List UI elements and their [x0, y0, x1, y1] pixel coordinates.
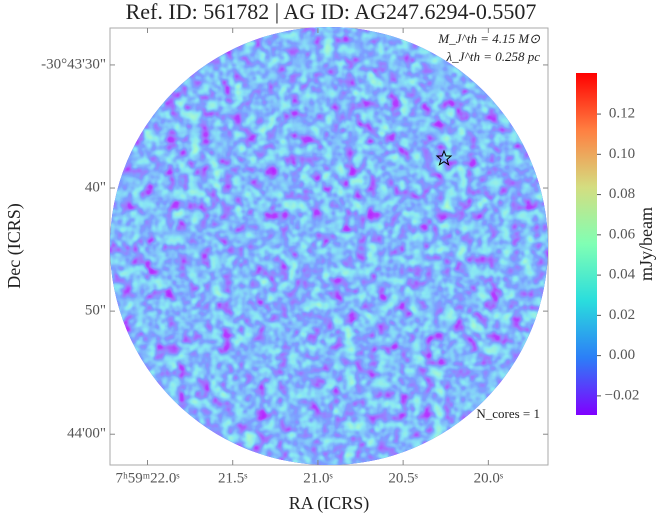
colorbar-tick-label: 0.02 — [609, 307, 635, 323]
x-tick-label: 7ʰ59ᵐ22.0ˢ — [115, 470, 179, 486]
y-tick-label: 40" — [85, 179, 106, 195]
annotation: N_cores = 1 — [476, 406, 540, 421]
colorbar-tick-label: −0.02 — [605, 387, 640, 403]
colorbar — [576, 73, 597, 415]
chart-title: Ref. ID: 561782 | AG ID: AG247.6294-0.55… — [126, 0, 537, 24]
map-image — [110, 27, 548, 465]
x-tick-label: 20.5ˢ — [388, 470, 417, 486]
y-axis-label: Dec (ICRS) — [4, 203, 25, 288]
colorbar-tick-label: 0.04 — [609, 267, 636, 283]
y-tick-label: -30°43'30" — [41, 56, 106, 72]
annotation: λ_J^th = 0.258 pc — [445, 49, 540, 64]
colorbar-label: mJy/beam — [636, 207, 656, 281]
annotation: M_J^th = 4.15 M⊙ — [437, 31, 540, 46]
colorbar-tick-label: 0.12 — [609, 106, 635, 122]
y-tick-label: 44'00" — [67, 426, 106, 442]
colorbar-tick-label: 0.06 — [609, 226, 636, 242]
x-tick-label: 21.5ˢ — [218, 470, 247, 486]
x-axis-label: RA (ICRS) — [289, 493, 370, 514]
x-tick-label: 20.0ˢ — [474, 470, 503, 486]
colorbar-tick-label: 0.10 — [609, 146, 635, 162]
x-tick-label: 21.0ˢ — [303, 470, 332, 486]
colorbar-tick-label: 0.00 — [609, 347, 635, 363]
core-marker — [435, 149, 453, 166]
colorbar-tick-label: 0.08 — [609, 186, 635, 202]
y-tick-label: 50" — [85, 303, 106, 319]
